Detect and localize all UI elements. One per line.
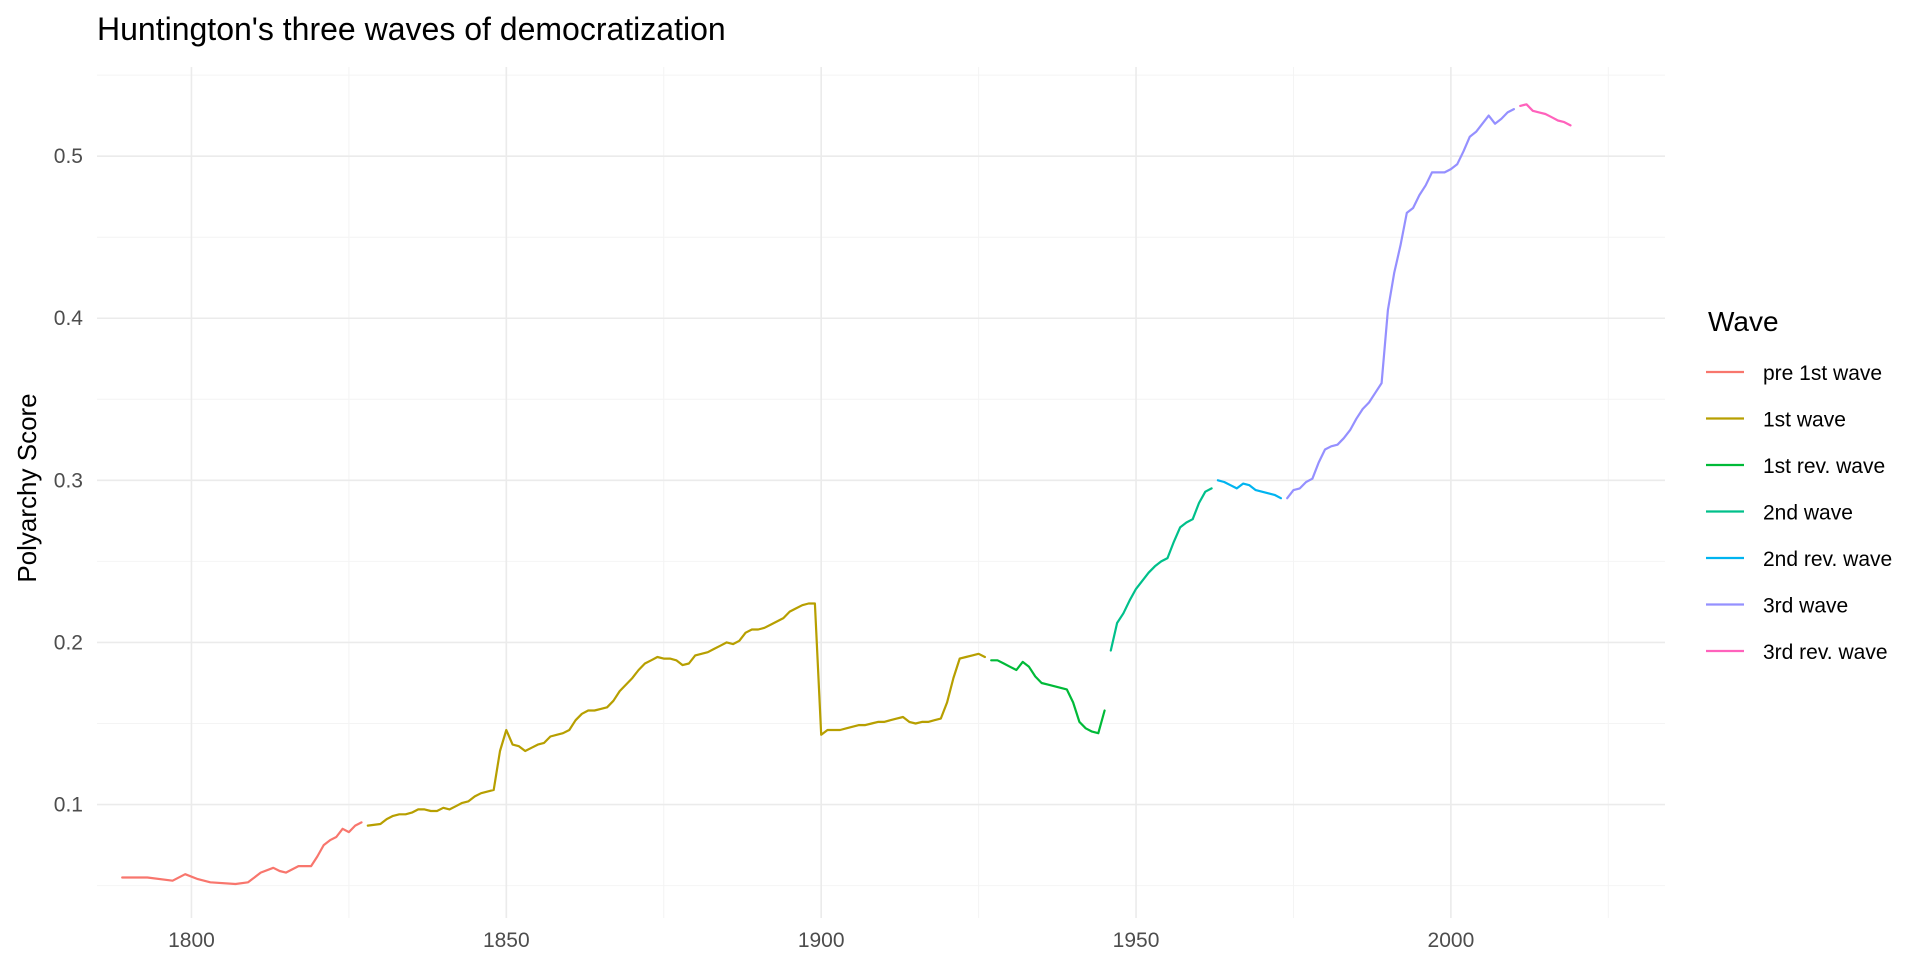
legend-label: 1st wave	[1763, 409, 1846, 432]
series-line	[366, 602, 986, 827]
y-tick-label: 0.1	[54, 794, 83, 817]
y-tick-label: 0.2	[54, 631, 83, 654]
legend-label: 3rd wave	[1763, 595, 1848, 618]
x-tick-label: 1900	[798, 929, 845, 952]
legend-label: 2nd rev. wave	[1763, 548, 1892, 571]
y-tick-label: 0.5	[54, 145, 83, 168]
series-lines	[121, 103, 1572, 886]
x-tick-label: 1850	[483, 929, 530, 952]
x-tick-label: 1950	[1113, 929, 1160, 952]
series-line	[1216, 479, 1282, 500]
series-line	[990, 659, 1106, 735]
y-axis: 0.1 0.2 0.3 0.4 0.5	[54, 145, 84, 816]
legend-label: 2nd wave	[1763, 502, 1853, 525]
x-axis: 1800 1850 1900 1950 2000	[168, 929, 1474, 952]
series-line	[1519, 103, 1572, 127]
y-axis-title: Polyarchy Score	[12, 393, 42, 582]
grid	[97, 67, 1665, 918]
legend-label: 3rd rev. wave	[1763, 641, 1888, 664]
series-line	[1109, 487, 1213, 652]
series-line	[121, 821, 363, 886]
chart-title: Huntington's three waves of democratizat…	[97, 11, 726, 47]
x-tick-label: 1800	[168, 929, 215, 952]
series-line	[1286, 108, 1515, 500]
legend: Wave pre 1st wave 1st wave 1st rev. wave 2n…	[1706, 306, 1892, 664]
y-tick-label: 0.3	[54, 469, 83, 492]
x-tick-label: 2000	[1428, 929, 1475, 952]
legend-title: Wave	[1708, 306, 1779, 337]
legend-label: 1st rev. wave	[1763, 455, 1885, 478]
y-tick-label: 0.4	[54, 307, 84, 330]
legend-label: pre 1st wave	[1763, 362, 1882, 385]
